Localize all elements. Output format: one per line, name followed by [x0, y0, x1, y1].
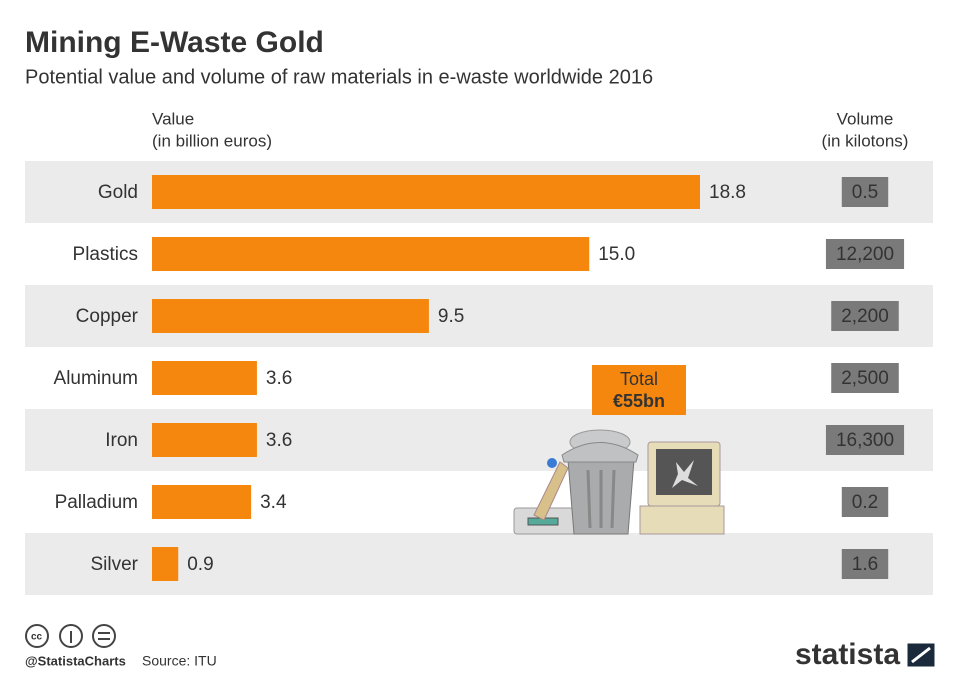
category-label: Palladium — [55, 492, 138, 513]
value-label: 15.0 — [598, 244, 635, 265]
value-label: 3.4 — [260, 492, 287, 513]
volume-label: 16,300 — [836, 430, 894, 451]
brand-icon — [904, 640, 938, 670]
volume-header: (in kilotons) — [822, 131, 909, 150]
bar — [152, 299, 429, 333]
volume-label: 12,200 — [836, 244, 894, 265]
chart-title: Mining E-Waste Gold — [25, 26, 324, 59]
value-header: Value — [152, 109, 194, 128]
volume-box — [831, 301, 899, 331]
value-label: 18.8 — [709, 182, 746, 203]
category-label: Aluminum — [54, 368, 138, 389]
annotation: €55bn — [613, 391, 665, 411]
bar — [152, 485, 252, 519]
chart-subtitle: Potential value and volume of raw materi… — [25, 66, 653, 88]
value-label: 3.6 — [266, 430, 292, 451]
source: Source: ITU — [142, 653, 217, 669]
category-label: Gold — [98, 182, 138, 203]
brand: statista — [795, 638, 900, 671]
volume-label: 1.6 — [852, 554, 878, 575]
category-label: Silver — [90, 554, 138, 575]
volume-header: Volume — [837, 109, 894, 128]
category-label: Iron — [105, 430, 138, 451]
cc-icon: cc — [31, 632, 43, 643]
volume-label: 2,500 — [841, 368, 889, 389]
annotation: Total — [620, 369, 658, 389]
bar — [152, 175, 700, 209]
value-label: 3.6 — [266, 368, 292, 389]
volume-box — [831, 363, 899, 393]
volume-label: 0.5 — [852, 182, 878, 203]
volume-label: 2,200 — [841, 306, 889, 327]
rows: Gold 18.8 0.5 Plastics 15.0 12,200 Copper 9.5 2,… — [25, 161, 933, 595]
annotation-box — [592, 365, 686, 415]
license-icons — [25, 624, 116, 648]
bar — [152, 361, 257, 395]
bar — [152, 237, 590, 271]
volume-box — [825, 425, 905, 455]
category-label: Plastics — [73, 244, 138, 265]
value-header: (in billion euros) — [152, 131, 272, 150]
bar — [152, 423, 257, 457]
volume-box — [825, 239, 905, 269]
illustration — [513, 429, 725, 535]
bar — [152, 547, 179, 581]
value-label: 9.5 — [438, 306, 464, 327]
volume-box — [841, 549, 889, 579]
handle: @StatistaCharts — [25, 653, 126, 668]
value-label: 0.9 — [187, 554, 213, 575]
volume-box — [841, 177, 889, 207]
category-label: Copper — [76, 306, 139, 327]
volume-box — [841, 487, 889, 517]
volume-label: 0.2 — [852, 492, 878, 513]
